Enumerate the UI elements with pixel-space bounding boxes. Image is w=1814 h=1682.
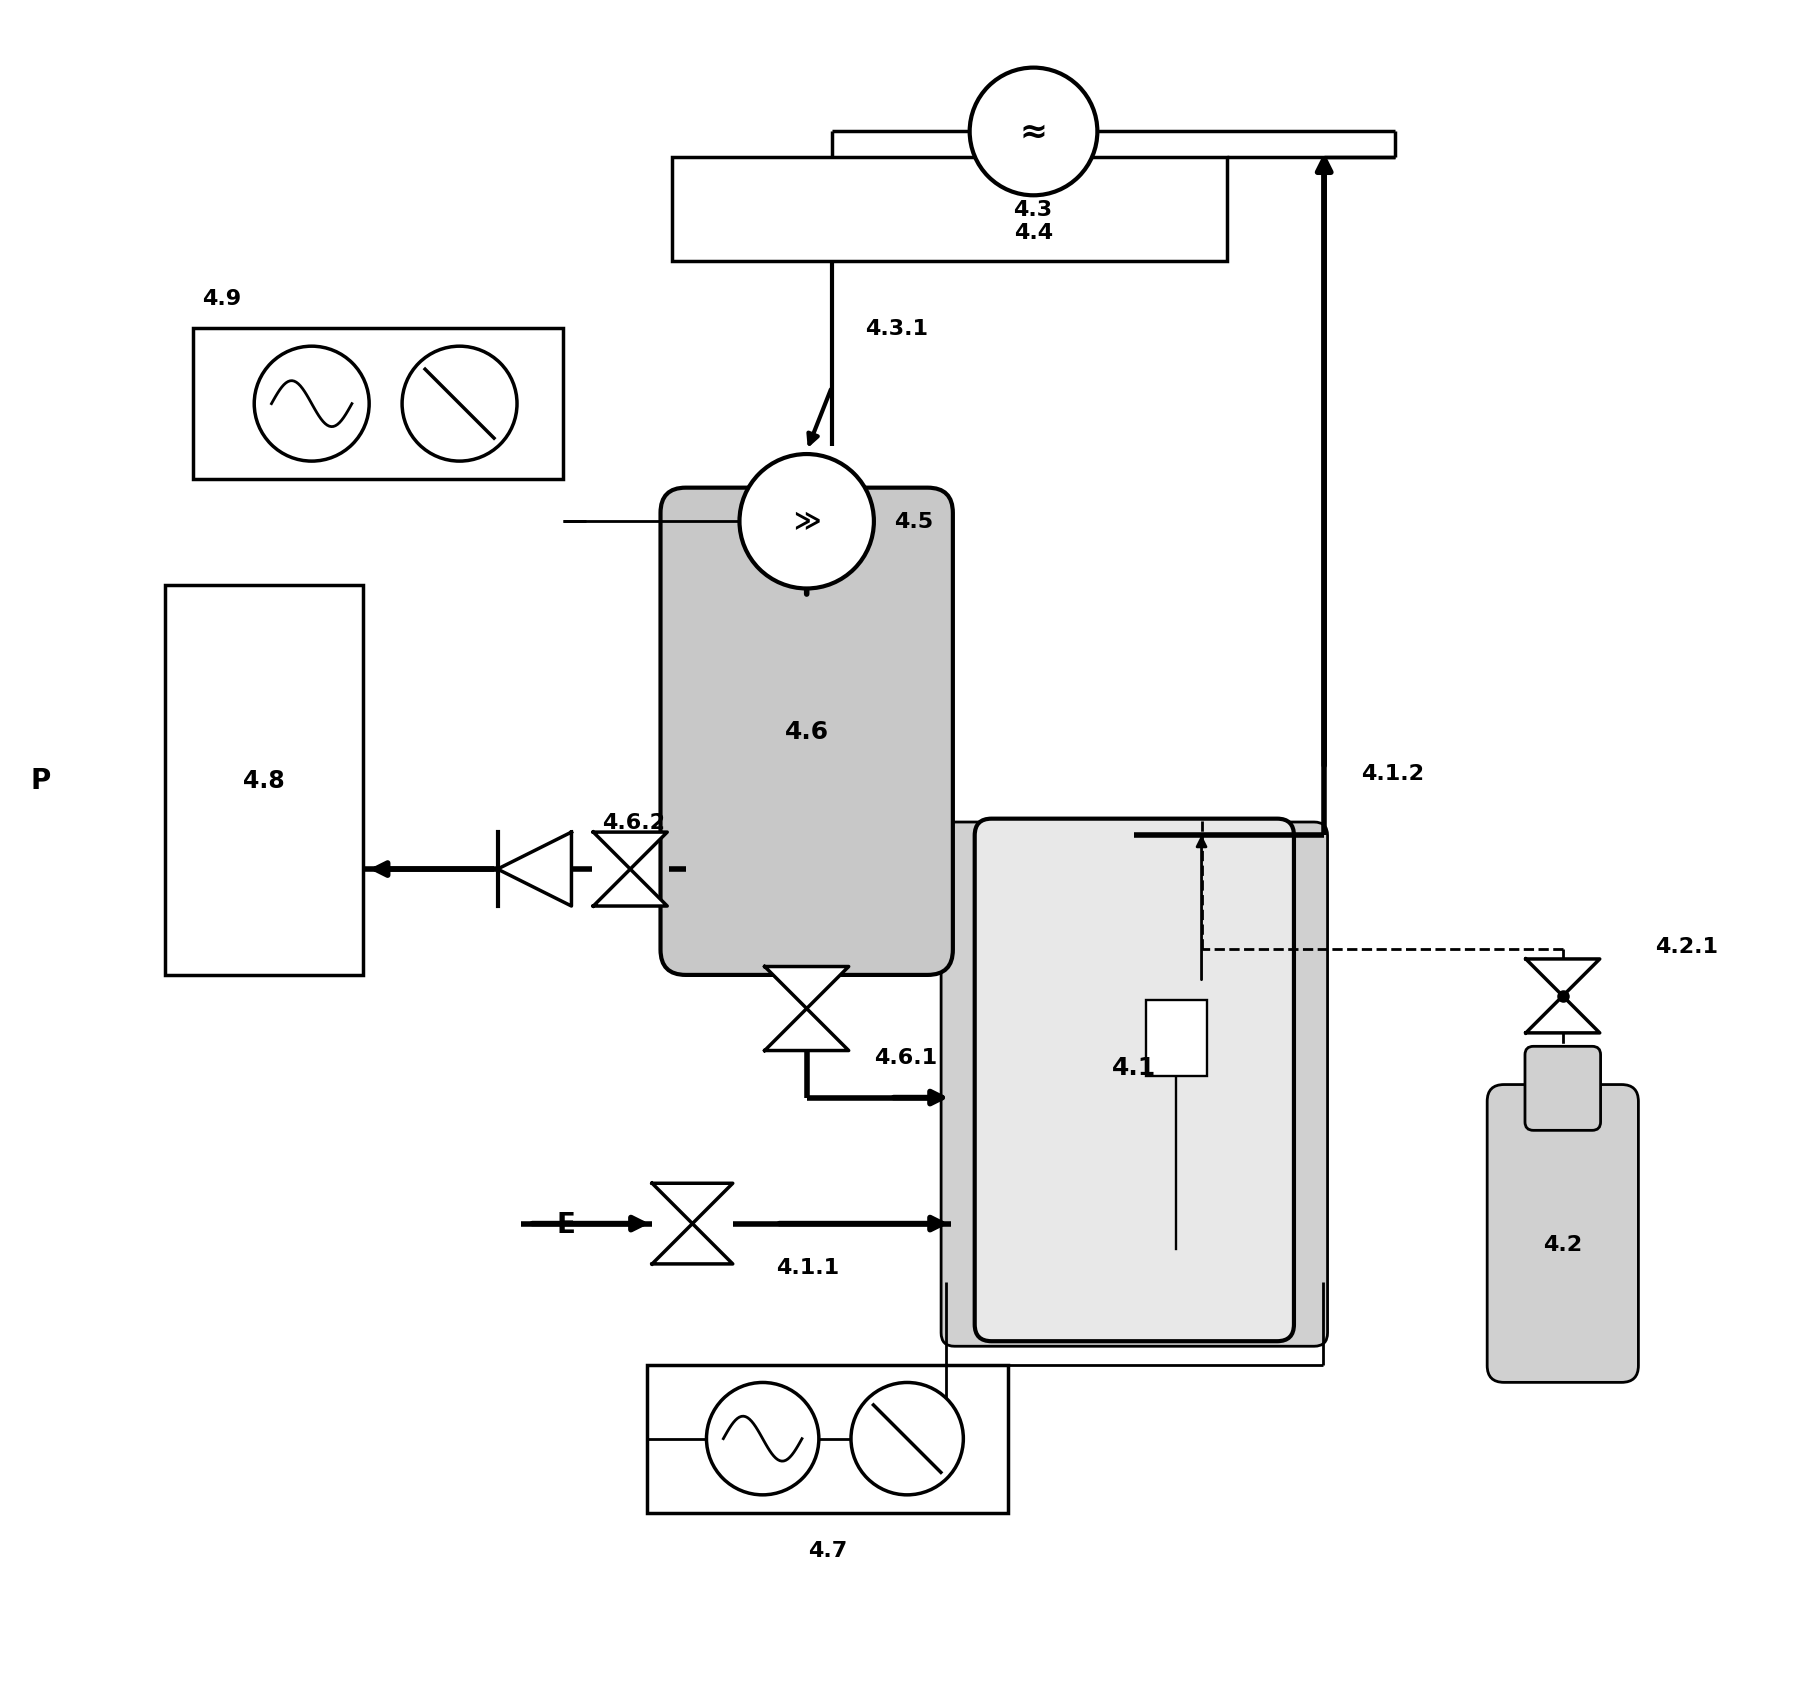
Circle shape: [706, 1383, 818, 1495]
FancyBboxPatch shape: [1524, 1046, 1600, 1130]
Polygon shape: [593, 833, 668, 870]
Text: 4.6.1: 4.6.1: [873, 1048, 936, 1068]
Bar: [165, 585, 363, 976]
Circle shape: [254, 346, 368, 463]
Text: 4.2: 4.2: [1542, 1235, 1582, 1255]
Text: ≈: ≈: [1019, 116, 1047, 150]
Text: 4.9: 4.9: [201, 289, 241, 308]
Circle shape: [738, 454, 873, 589]
Text: 4.1.2: 4.1.2: [1360, 764, 1424, 784]
Circle shape: [403, 346, 517, 463]
Circle shape: [969, 69, 1097, 197]
Polygon shape: [764, 1009, 849, 1051]
Text: 4.6: 4.6: [784, 720, 829, 743]
Text: 4.6.2: 4.6.2: [602, 812, 664, 833]
Text: 4.1: 4.1: [1112, 1056, 1156, 1080]
Text: 4.8: 4.8: [243, 769, 285, 792]
Text: 4.1.1: 4.1.1: [776, 1258, 840, 1278]
Text: P: P: [31, 767, 51, 794]
Text: 4.5: 4.5: [894, 511, 932, 532]
Bar: [648, 1364, 1009, 1512]
Text: ≫: ≫: [793, 510, 820, 535]
FancyBboxPatch shape: [660, 488, 952, 976]
Text: 4.2.1: 4.2.1: [1654, 935, 1718, 955]
FancyBboxPatch shape: [1486, 1085, 1638, 1383]
Text: 4.3.1: 4.3.1: [865, 320, 929, 338]
Polygon shape: [593, 870, 668, 907]
Circle shape: [851, 1383, 963, 1495]
Text: E: E: [557, 1209, 575, 1238]
Text: 4.7: 4.7: [807, 1539, 847, 1559]
Polygon shape: [1526, 996, 1598, 1033]
Text: 4.4: 4.4: [1014, 224, 1052, 244]
FancyBboxPatch shape: [941, 822, 1326, 1347]
Text: 4.3: 4.3: [1012, 200, 1052, 220]
Polygon shape: [764, 967, 849, 1009]
Polygon shape: [1526, 959, 1598, 996]
Polygon shape: [497, 833, 571, 907]
Polygon shape: [651, 1224, 733, 1265]
Polygon shape: [651, 1184, 733, 1224]
Bar: [671, 158, 1226, 262]
Bar: [194, 330, 562, 479]
Bar: [1145, 1001, 1206, 1076]
FancyBboxPatch shape: [974, 819, 1293, 1342]
